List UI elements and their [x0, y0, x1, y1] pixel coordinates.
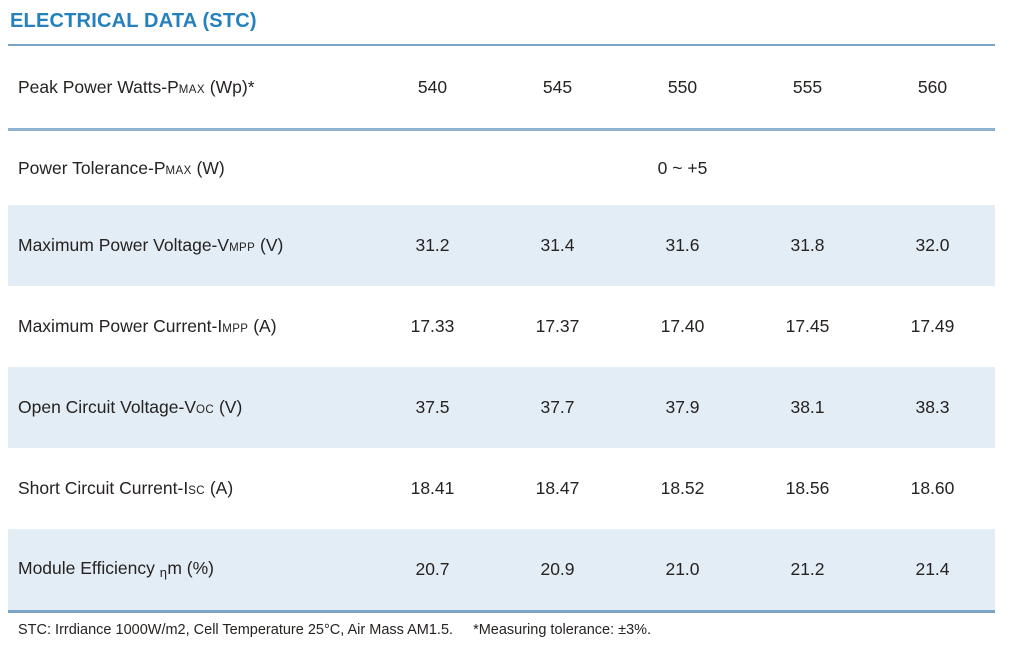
value-cell: 17.49: [910, 316, 955, 336]
value-cell: 31.8: [790, 235, 825, 255]
subscript-isc: SC: [188, 485, 205, 497]
value-cell: 18.52: [660, 478, 705, 498]
value-cell: 550: [667, 76, 698, 97]
table-row: Peak Power Watts-PMAX (Wp)* 540 545 550 …: [8, 46, 995, 131]
row-label: Open Circuit Voltage-VOC (V): [18, 397, 243, 417]
value-cell: 545: [542, 76, 573, 97]
value-cell: 17.40: [660, 316, 705, 336]
subscript-eta: η: [159, 565, 168, 581]
value-cell: 31.6: [665, 235, 700, 255]
value-cell: 37.5: [415, 397, 450, 417]
value-cell: 555: [792, 76, 823, 97]
value-cell: 31.4: [540, 235, 575, 255]
table-row: Power Tolerance-PMAX (W) 0 ~ +5: [8, 131, 995, 205]
row-label: Short Circuit Current-ISC (A): [18, 478, 234, 498]
value-cell: 21.2: [790, 559, 825, 579]
value-cell: 17.45: [785, 316, 830, 336]
value-cell: 540: [417, 76, 448, 97]
value-cell-span: 0 ~ +5: [657, 157, 708, 178]
value-cell: 18.41: [410, 478, 455, 498]
table-row: Short Circuit Current-ISC (A) 18.41 18.4…: [8, 448, 995, 529]
row-label: Maximum Power Current-IMPP (A): [18, 316, 277, 336]
value-cell: 18.56: [785, 478, 830, 498]
title-underline: [8, 44, 995, 46]
value-cell: 37.7: [540, 397, 575, 417]
subscript-voc: OC: [196, 404, 215, 416]
value-cell: 21.4: [915, 559, 950, 579]
electrical-data-table: Peak Power Watts-PMAX (Wp)* 540 545 550 …: [8, 46, 995, 613]
value-cell: 37.9: [665, 397, 700, 417]
footnote-stc: STC: Irrdiance 1000W/m2, Cell Temperatur…: [18, 622, 454, 638]
value-cell: 17.33: [410, 316, 455, 336]
table-row: Maximum Power Voltage-VMPP (V) 31.2 31.4…: [8, 205, 995, 286]
value-cell: 20.7: [415, 559, 450, 579]
value-cell: 18.47: [535, 478, 580, 498]
value-cell: 32.0: [915, 235, 950, 255]
page-title: ELECTRICAL DATA (STC): [10, 10, 257, 32]
value-cell: 21.0: [665, 559, 700, 579]
value-cell: 31.2: [415, 235, 450, 255]
subscript-pmax: MAX: [178, 83, 205, 96]
table-row: Maximum Power Current-IMPP (A) 17.33 17.…: [8, 286, 995, 367]
footnote: STC: Irrdiance 1000W/m2, Cell Temperatur…: [8, 613, 995, 638]
electrical-data-section: ELECTRICAL DATA (STC) Peak Power Watts-P…: [8, 10, 995, 638]
value-cell: 18.60: [910, 478, 955, 498]
row-label: Module Efficiency ηm (%): [18, 558, 214, 581]
row-label: Maximum Power Voltage-VMPP (V): [18, 235, 284, 255]
value-cell: 560: [917, 76, 948, 97]
subscript-impp: MPP: [222, 323, 249, 335]
table-row: Module Efficiency ηm (%) 20.7 20.9 21.0 …: [8, 529, 995, 610]
row-label: Peak Power Watts-PMAX (Wp)*: [18, 76, 255, 97]
row-label: Power Tolerance-PMAX (W): [18, 157, 225, 178]
subscript-vmpp: MPP: [229, 242, 256, 254]
value-cell: 17.37: [535, 316, 580, 336]
value-cell: 38.3: [915, 397, 950, 417]
table-bottom-rule: [8, 610, 995, 613]
footnote-tolerance: *Measuring tolerance: ±3%.: [473, 622, 652, 638]
value-cell: 20.9: [540, 559, 575, 579]
value-cell: 38.1: [790, 397, 825, 417]
subscript-pmax: MAX: [165, 164, 192, 177]
table-row: Open Circuit Voltage-VOC (V) 37.5 37.7 3…: [8, 367, 995, 448]
